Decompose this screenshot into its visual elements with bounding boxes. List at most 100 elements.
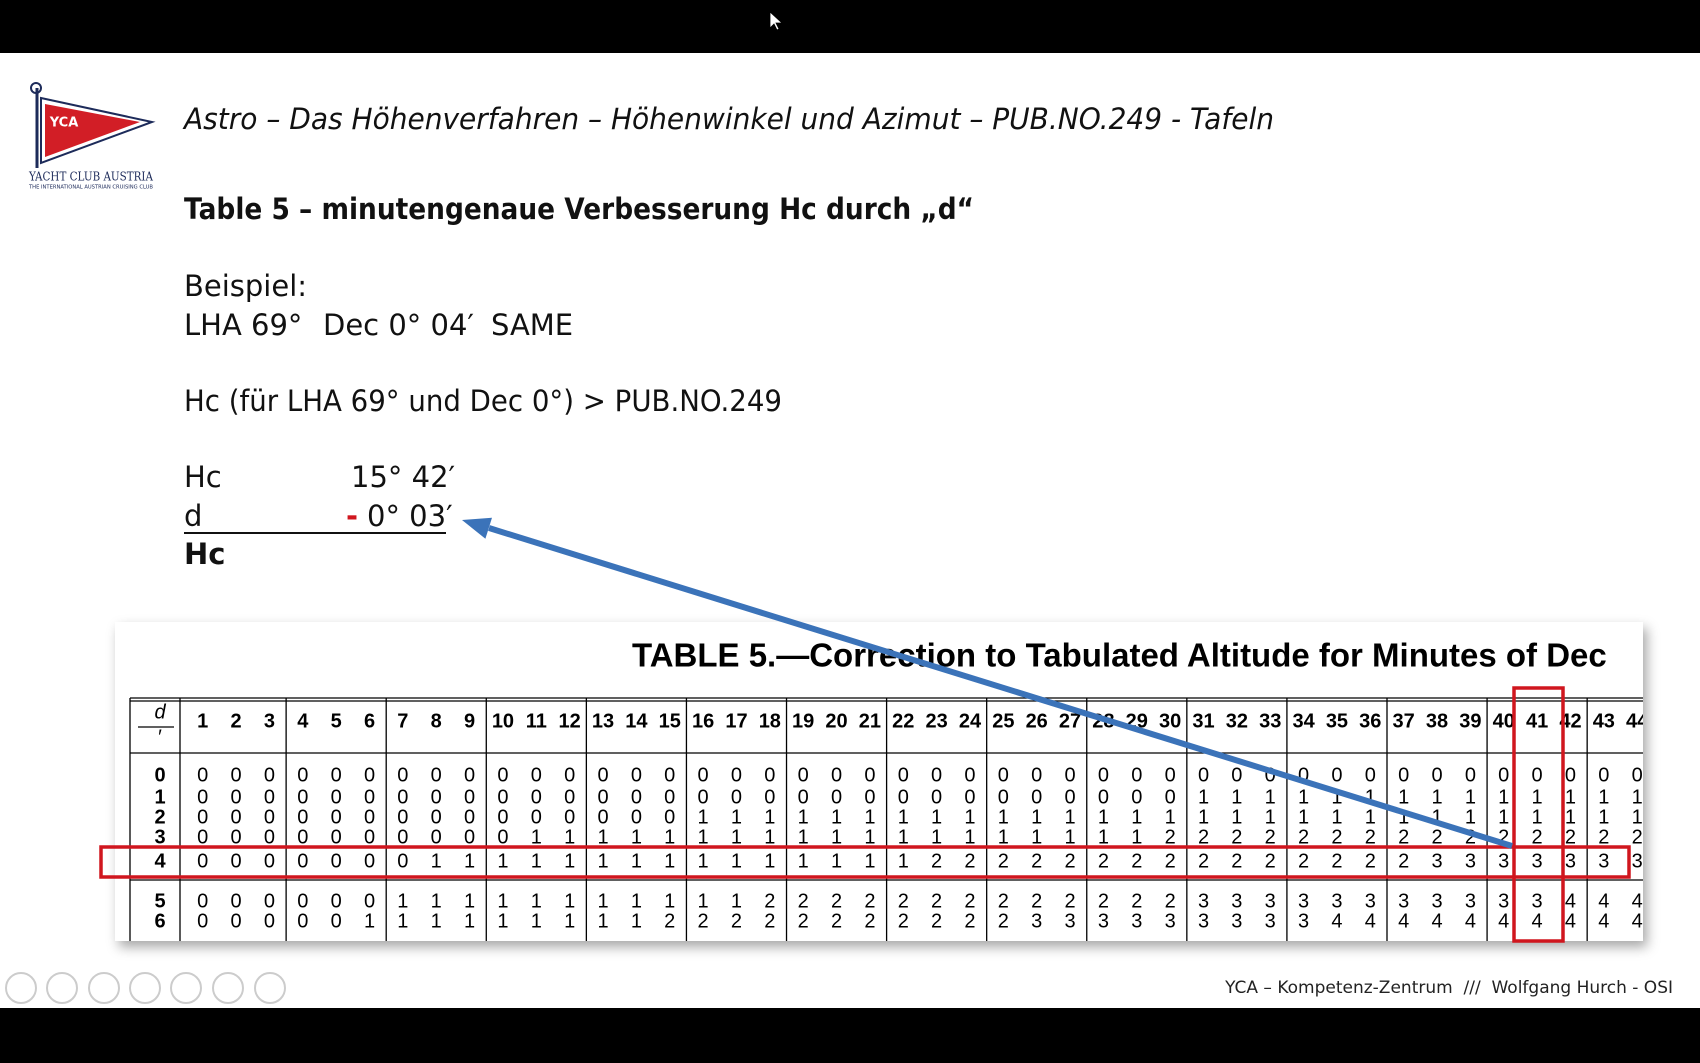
column-header: 23 bbox=[925, 710, 947, 732]
column-header: 20 bbox=[825, 710, 847, 732]
example-lha: LHA 69° bbox=[184, 308, 302, 342]
arrow-head bbox=[462, 517, 492, 539]
cell: 0 bbox=[1331, 764, 1342, 786]
cell: 1 bbox=[1198, 786, 1209, 808]
cell: 1 bbox=[1398, 806, 1409, 828]
calc-sign: - bbox=[346, 499, 358, 533]
cell: 0 bbox=[264, 890, 275, 912]
cell: 2 bbox=[931, 890, 942, 912]
cell: 0 bbox=[364, 826, 375, 848]
column-header: 34 bbox=[1292, 710, 1315, 732]
cell: 3 bbox=[1565, 850, 1576, 872]
cell: 1 bbox=[1231, 786, 1242, 808]
zoom-button[interactable] bbox=[170, 972, 202, 1004]
cell: 0 bbox=[1598, 764, 1609, 786]
cell: 2 bbox=[1398, 826, 1409, 848]
cell: 1 bbox=[431, 910, 442, 932]
cell: 2 bbox=[1098, 850, 1109, 872]
column-header: 7 bbox=[397, 710, 408, 732]
cell: 4 bbox=[1565, 890, 1576, 912]
cell: 0 bbox=[197, 850, 208, 872]
cell: 0 bbox=[564, 806, 575, 828]
cell: 1 bbox=[864, 826, 875, 848]
source-line: Hc (für LHA 69° und Dec 0°) > PUB.NO.249 bbox=[184, 384, 782, 418]
cell: 1 bbox=[731, 806, 742, 828]
cell: 0 bbox=[230, 764, 241, 786]
cell: 2 bbox=[1331, 826, 1342, 848]
cell: 1 bbox=[831, 850, 842, 872]
column-header: 42 bbox=[1559, 710, 1581, 732]
column-header: 22 bbox=[892, 710, 914, 732]
cell: 2 bbox=[964, 890, 975, 912]
cell: 2 bbox=[1231, 850, 1242, 872]
column-header: 25 bbox=[992, 710, 1014, 732]
cell: 4 bbox=[1398, 910, 1409, 932]
cell: 3 bbox=[1231, 890, 1242, 912]
cell: 1 bbox=[1431, 786, 1442, 808]
pen-button[interactable] bbox=[88, 972, 120, 1004]
cell: 2 bbox=[1598, 826, 1609, 848]
cell: 2 bbox=[1165, 826, 1176, 848]
cell: 1 bbox=[1465, 786, 1476, 808]
next-button[interactable] bbox=[46, 972, 78, 1004]
more-button[interactable] bbox=[254, 972, 286, 1004]
cell: 2 bbox=[831, 890, 842, 912]
cell: 0 bbox=[397, 850, 408, 872]
cell: 3 bbox=[1398, 890, 1409, 912]
cell: 1 bbox=[998, 826, 1009, 848]
cell: 0 bbox=[264, 850, 275, 872]
cell: 2 bbox=[1165, 890, 1176, 912]
cell: 0 bbox=[898, 786, 909, 808]
cell: 1 bbox=[698, 806, 709, 828]
cell: 1 bbox=[1064, 826, 1075, 848]
cell: 0 bbox=[431, 786, 442, 808]
cell: 2 bbox=[964, 850, 975, 872]
cell: 0 bbox=[397, 764, 408, 786]
cell: 0 bbox=[597, 786, 608, 808]
cell: 0 bbox=[964, 786, 975, 808]
cell: 2 bbox=[1165, 850, 1176, 872]
arrow bbox=[488, 525, 1513, 849]
cell: 3 bbox=[1198, 890, 1209, 912]
logo-text: YCA bbox=[49, 116, 79, 131]
previous-button[interactable] bbox=[5, 972, 37, 1004]
cell: 0 bbox=[931, 764, 942, 786]
cell: 1 bbox=[1565, 786, 1576, 808]
cell: 3 bbox=[1098, 910, 1109, 932]
cell: 1 bbox=[964, 826, 975, 848]
column-header: 11 bbox=[526, 710, 547, 732]
corner-unit: ′ bbox=[158, 726, 162, 748]
cell: 3 bbox=[1632, 850, 1643, 872]
cell: 1 bbox=[564, 826, 575, 848]
cell: 0 bbox=[230, 786, 241, 808]
cell: 2 bbox=[898, 890, 909, 912]
cell: 1 bbox=[1365, 786, 1376, 808]
cell: 0 bbox=[1131, 764, 1142, 786]
cell: 0 bbox=[230, 910, 241, 932]
cell: 0 bbox=[230, 806, 241, 828]
cell: 0 bbox=[331, 826, 342, 848]
cell: 2 bbox=[1498, 826, 1509, 848]
cell: 1 bbox=[631, 826, 642, 848]
cell: 2 bbox=[1265, 850, 1276, 872]
cell: 0 bbox=[197, 806, 208, 828]
column-header: 16 bbox=[692, 710, 714, 732]
subtitles-button[interactable] bbox=[212, 972, 244, 1004]
cell: 0 bbox=[1064, 786, 1075, 808]
row-label: 0 bbox=[154, 764, 165, 786]
cell: 3 bbox=[1031, 910, 1042, 932]
column-header: 38 bbox=[1426, 710, 1448, 732]
cell: 0 bbox=[264, 786, 275, 808]
cell: 0 bbox=[1031, 786, 1042, 808]
column-header: 35 bbox=[1326, 710, 1348, 732]
cell: 0 bbox=[664, 764, 675, 786]
cell: 0 bbox=[1098, 786, 1109, 808]
cell: 1 bbox=[798, 806, 809, 828]
row-highlight bbox=[99, 845, 1631, 879]
cell: 1 bbox=[364, 910, 375, 932]
cell: 1 bbox=[631, 890, 642, 912]
cell: 1 bbox=[1031, 826, 1042, 848]
cell: 0 bbox=[1165, 764, 1176, 786]
cell: 0 bbox=[1031, 764, 1042, 786]
slides-button[interactable] bbox=[129, 972, 161, 1004]
